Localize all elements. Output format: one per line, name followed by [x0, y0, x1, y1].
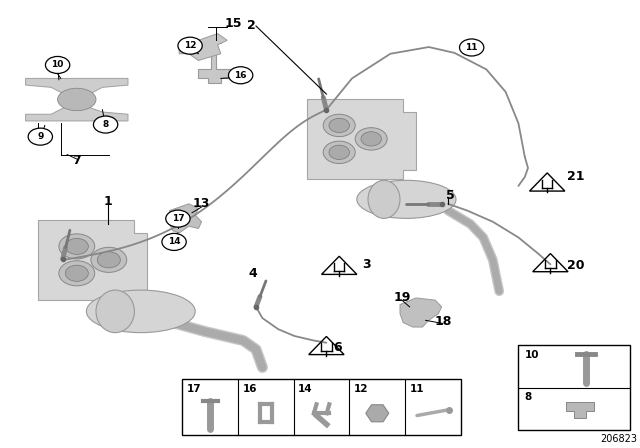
- Text: 3: 3: [362, 258, 371, 271]
- Circle shape: [59, 261, 95, 286]
- Text: 17: 17: [172, 214, 184, 223]
- Text: 11: 11: [410, 384, 424, 394]
- Circle shape: [65, 265, 88, 281]
- Text: 17: 17: [187, 384, 202, 394]
- Polygon shape: [307, 99, 416, 179]
- Polygon shape: [566, 402, 594, 418]
- Polygon shape: [400, 298, 442, 327]
- Bar: [518, 345, 630, 430]
- Ellipse shape: [368, 180, 400, 218]
- Text: 21: 21: [567, 170, 585, 184]
- Circle shape: [361, 132, 381, 146]
- Text: 14: 14: [298, 384, 313, 394]
- Text: 12: 12: [354, 384, 369, 394]
- Circle shape: [323, 141, 355, 164]
- Circle shape: [329, 118, 349, 133]
- Text: 20: 20: [567, 259, 585, 272]
- Text: 5: 5: [445, 189, 454, 202]
- Text: 18: 18: [434, 315, 452, 328]
- Text: 206823: 206823: [600, 434, 637, 444]
- Polygon shape: [38, 220, 147, 300]
- Ellipse shape: [96, 290, 134, 332]
- Ellipse shape: [357, 180, 456, 218]
- Circle shape: [45, 56, 70, 73]
- Text: 8: 8: [525, 392, 532, 402]
- Text: 11: 11: [465, 43, 478, 52]
- Text: 16: 16: [243, 384, 257, 394]
- Polygon shape: [26, 78, 128, 121]
- Text: 4: 4: [248, 267, 257, 280]
- Ellipse shape: [58, 88, 96, 111]
- Text: 2: 2: [247, 19, 256, 33]
- Circle shape: [460, 39, 484, 56]
- Text: 15: 15: [225, 17, 243, 30]
- Text: 12: 12: [184, 41, 196, 50]
- Text: 6: 6: [333, 340, 342, 354]
- Ellipse shape: [86, 290, 195, 332]
- Circle shape: [355, 128, 387, 150]
- Text: 7: 7: [72, 154, 81, 167]
- Circle shape: [65, 238, 88, 254]
- Circle shape: [28, 128, 52, 145]
- Polygon shape: [365, 405, 388, 422]
- Text: 9: 9: [37, 132, 44, 141]
- Polygon shape: [198, 40, 230, 83]
- Circle shape: [91, 247, 127, 272]
- Circle shape: [323, 114, 355, 137]
- Text: 8: 8: [102, 120, 109, 129]
- Text: 10: 10: [51, 60, 64, 69]
- Polygon shape: [170, 204, 202, 233]
- Text: 10: 10: [525, 350, 540, 360]
- Text: 1: 1: [103, 195, 112, 208]
- Text: 14: 14: [168, 237, 180, 246]
- Circle shape: [162, 233, 186, 250]
- Circle shape: [228, 67, 253, 84]
- Circle shape: [93, 116, 118, 133]
- Text: 16: 16: [234, 71, 247, 80]
- Polygon shape: [179, 34, 227, 60]
- Bar: [182, 379, 461, 435]
- Text: 19: 19: [393, 291, 411, 305]
- Circle shape: [59, 234, 95, 259]
- Circle shape: [178, 37, 202, 54]
- Circle shape: [329, 145, 349, 159]
- Text: 13: 13: [193, 197, 211, 211]
- Circle shape: [166, 210, 190, 227]
- Circle shape: [97, 252, 120, 268]
